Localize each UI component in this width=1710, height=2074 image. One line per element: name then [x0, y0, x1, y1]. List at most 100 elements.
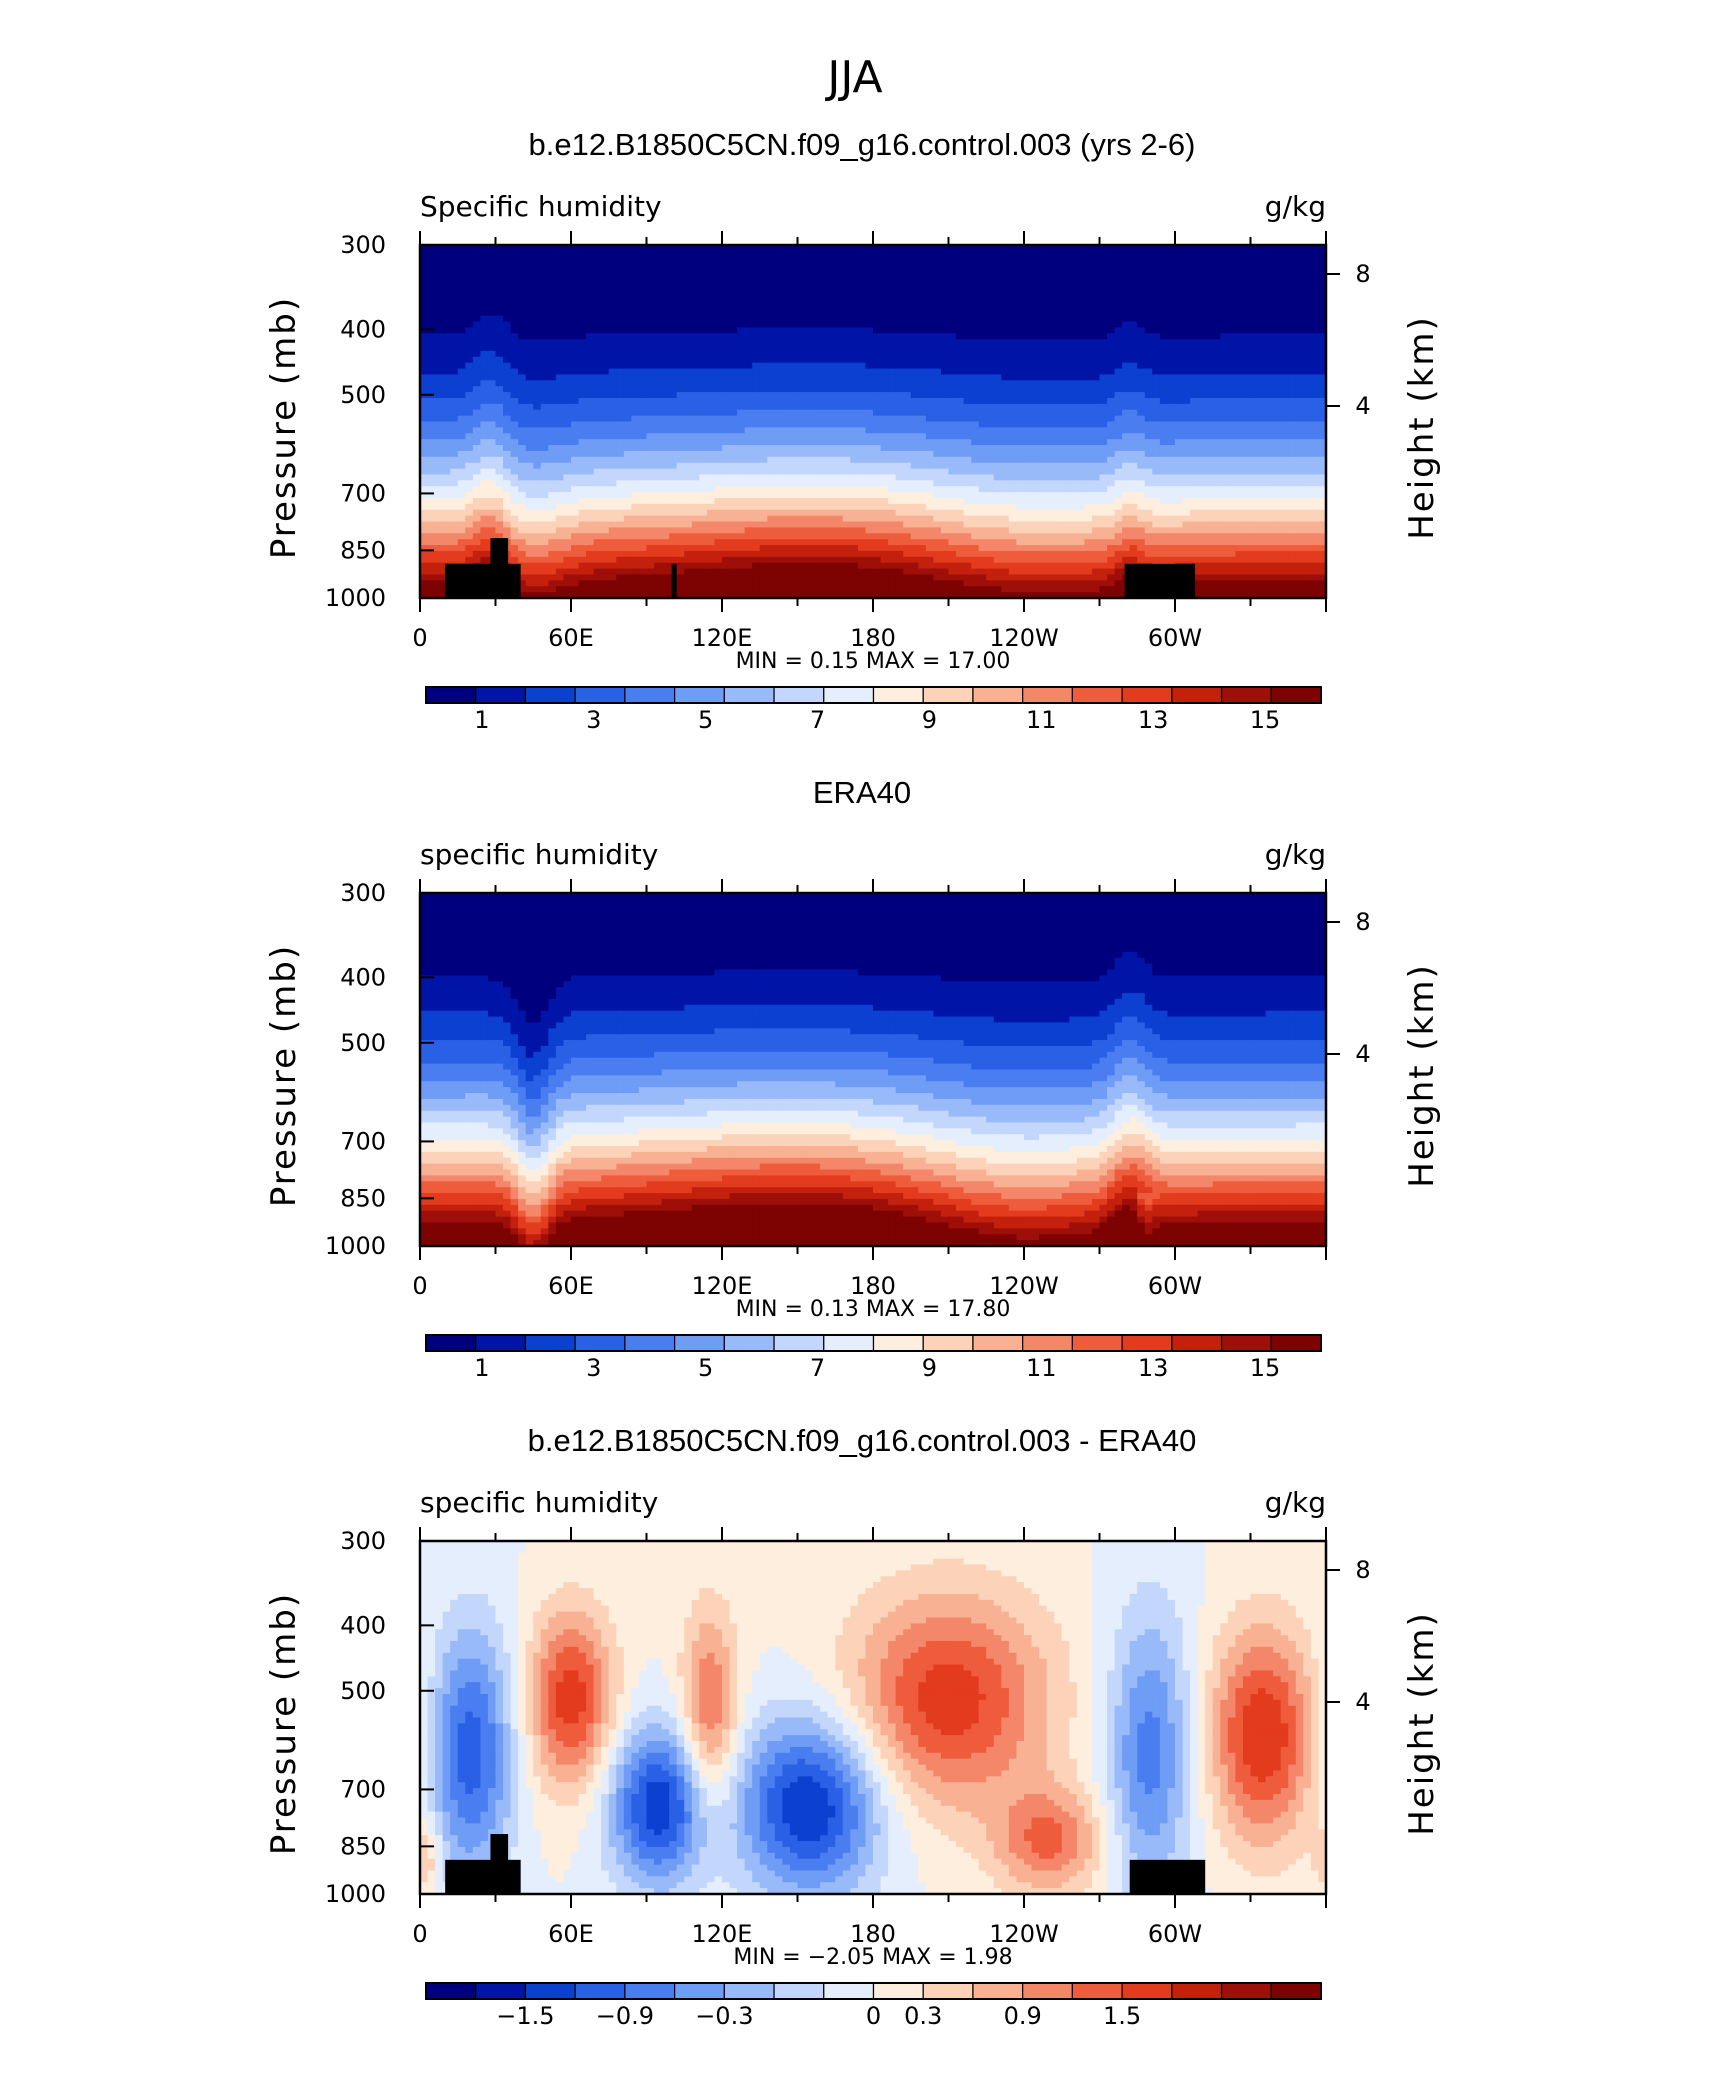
heatmap-cell: [647, 527, 655, 533]
heatmap-cell: [926, 292, 934, 298]
heatmap-cell: [609, 333, 617, 339]
heatmap-cell: [677, 380, 685, 386]
heatmap-cell: [707, 310, 715, 316]
heatmap-cell: [745, 586, 753, 592]
heatmap-cell: [714, 280, 722, 286]
heatmap-cell: [647, 339, 655, 345]
heatmap-cell: [571, 427, 579, 433]
heatmap-cell: [594, 486, 602, 492]
heatmap-cell: [782, 333, 790, 339]
heatmap-cell: [518, 557, 526, 563]
heatmap-cell: [850, 504, 858, 510]
heatmap-cell: [631, 304, 639, 310]
heatmap-cell: [473, 498, 481, 504]
heatmap-cell: [888, 416, 896, 422]
heatmap-cell: [639, 527, 647, 533]
heatmap-cell: [790, 580, 798, 586]
heatmap-cell: [480, 263, 488, 269]
heatmap-cell: [639, 392, 647, 398]
heatmap-cell: [511, 416, 519, 422]
heatmap-cell: [465, 504, 473, 510]
heatmap-cell: [918, 416, 926, 422]
heatmap-cell: [496, 427, 504, 433]
heatmap-cell: [752, 257, 760, 263]
heatmap-cell: [707, 516, 715, 522]
heatmap-cell: [579, 304, 587, 310]
heatmap-cell: [473, 480, 481, 486]
heatmap-cell: [511, 333, 519, 339]
heatmap-cell: [443, 339, 451, 345]
heatmap-cell: [813, 280, 821, 286]
heatmap-cell: [896, 569, 904, 575]
heatmap-cell: [654, 327, 662, 333]
heatmap-cell: [873, 380, 881, 386]
heatmap-cell: [752, 404, 760, 410]
heatmap-cell: [435, 486, 443, 492]
heatmap-cell: [541, 527, 549, 533]
heatmap-cell: [556, 551, 564, 557]
heatmap-cell: [933, 274, 941, 280]
heatmap-cell: [473, 557, 481, 563]
heatmap-cell: [896, 492, 904, 498]
heatmap-cell: [465, 480, 473, 486]
heatmap-cell: [563, 374, 571, 380]
heatmap-cell: [518, 263, 526, 269]
heatmap-cell: [480, 545, 488, 551]
heatmap-cell: [631, 580, 639, 586]
heatmap-cell: [684, 486, 692, 492]
heatmap-cell: [548, 539, 556, 545]
heatmap-cell: [541, 327, 549, 333]
heatmap-cell: [609, 304, 617, 310]
heatmap-cell: [526, 310, 534, 316]
heatmap-cell: [699, 498, 707, 504]
heatmap-cell: [722, 257, 730, 263]
heatmap-cell: [813, 439, 821, 445]
heatmap-cell: [933, 539, 941, 545]
heatmap-cell: [624, 310, 632, 316]
heatmap-cell: [563, 357, 571, 363]
heatmap-cell: [926, 257, 934, 263]
heatmap-cell: [692, 321, 700, 327]
heatmap-cell: [850, 574, 858, 580]
heatmap-cell: [639, 416, 647, 422]
heatmap-cell: [496, 527, 504, 533]
heatmap-cell: [798, 569, 806, 575]
heatmap-cell: [911, 504, 919, 510]
heatmap-cell: [941, 310, 949, 316]
heatmap-cell: [767, 451, 775, 457]
heatmap-cell: [692, 457, 700, 463]
heatmap-cell: [533, 363, 541, 369]
heatmap-cell: [820, 522, 828, 528]
heatmap-cell: [541, 363, 549, 369]
heatmap-cell: [518, 486, 526, 492]
heatmap-cell: [556, 457, 564, 463]
heatmap-cell: [752, 469, 760, 475]
heatmap-cell: [843, 422, 851, 428]
heatmap-cell: [737, 410, 745, 416]
heatmap-cell: [782, 298, 790, 304]
heatmap-cell: [541, 545, 549, 551]
heatmap-cell: [631, 569, 639, 575]
heatmap-cell: [616, 310, 624, 316]
heatmap-cell: [647, 474, 655, 480]
heatmap-cell: [616, 274, 624, 280]
heatmap-cell: [443, 398, 451, 404]
heatmap-cell: [677, 457, 685, 463]
heatmap-cell: [933, 457, 941, 463]
heatmap-cell: [896, 392, 904, 398]
heatmap-cell: [541, 457, 549, 463]
heatmap-cell: [465, 439, 473, 445]
heatmap-cell: [858, 345, 866, 351]
heatmap-cell: [737, 369, 745, 375]
heatmap-cell: [594, 333, 602, 339]
heatmap-cell: [737, 539, 745, 545]
heatmap-cell: [820, 274, 828, 280]
heatmap-cell: [556, 363, 564, 369]
heatmap-cell: [737, 557, 745, 563]
heatmap-cell: [941, 321, 949, 327]
heatmap-cell: [903, 257, 911, 263]
heatmap-cell: [684, 357, 692, 363]
heatmap-cell: [563, 257, 571, 263]
heatmap-cell: [488, 445, 496, 451]
heatmap-cell: [941, 292, 949, 298]
